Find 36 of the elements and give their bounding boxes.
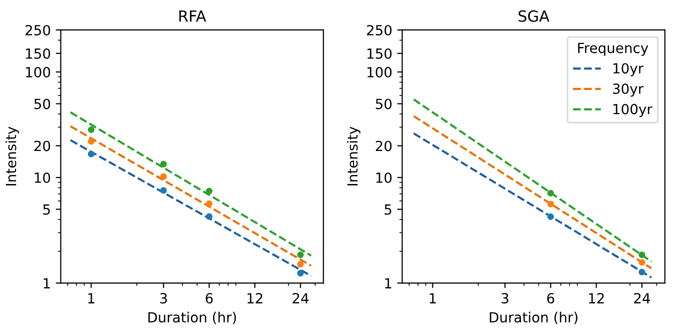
- legend-title: Frequency: [578, 42, 648, 56]
- y-tick-label: 5: [43, 204, 50, 215]
- chart-title: SGA: [518, 10, 550, 22]
- x-tick-label: 6: [206, 293, 213, 304]
- x-tick-label: 3: [160, 293, 167, 304]
- y-tick-label: 250: [366, 24, 392, 36]
- chart-title: RFA: [179, 10, 206, 22]
- y-tick-label: 250: [26, 24, 50, 36]
- legend-label: 100yr: [613, 104, 652, 118]
- y-axis-title: Intensity: [346, 126, 360, 186]
- y-axis-title: Intensity: [6, 126, 19, 186]
- y-tick-label: 5: [384, 204, 392, 215]
- y-tick-label: 1: [44, 278, 50, 288]
- y-tick-label: 20: [376, 140, 392, 152]
- y-tick-label: 1: [385, 278, 392, 288]
- x-tick-label: 6: [547, 293, 554, 304]
- y-tick-label: 100: [368, 66, 392, 78]
- legend-label: 10yr: [613, 63, 644, 76]
- y-tick-label: 150: [368, 48, 392, 59]
- y-tick-label: 150: [26, 48, 50, 59]
- y-tick-label: 50: [34, 98, 50, 110]
- x-axis-title: Duration (hr): [148, 312, 236, 324]
- x-tick-label: 24: [292, 293, 309, 304]
- x-tick-label: 24: [634, 293, 650, 304]
- x-axis-title: Duration (hr): [490, 312, 578, 324]
- legend-label: 30yr: [612, 83, 644, 97]
- y-tick-label: 50: [376, 98, 392, 110]
- y-tick-label: 10: [376, 172, 392, 183]
- y-tick-label: 20: [34, 140, 50, 152]
- y-tick-label: 100: [26, 66, 50, 78]
- x-tick-label: 3: [502, 293, 508, 304]
- x-tick-label: 12: [248, 293, 262, 304]
- x-tick-label: 12: [588, 293, 604, 304]
- y-tick-label: 10: [34, 172, 50, 183]
- x-tick-label: 1: [430, 293, 436, 304]
- x-tick-label: 1: [88, 293, 94, 304]
